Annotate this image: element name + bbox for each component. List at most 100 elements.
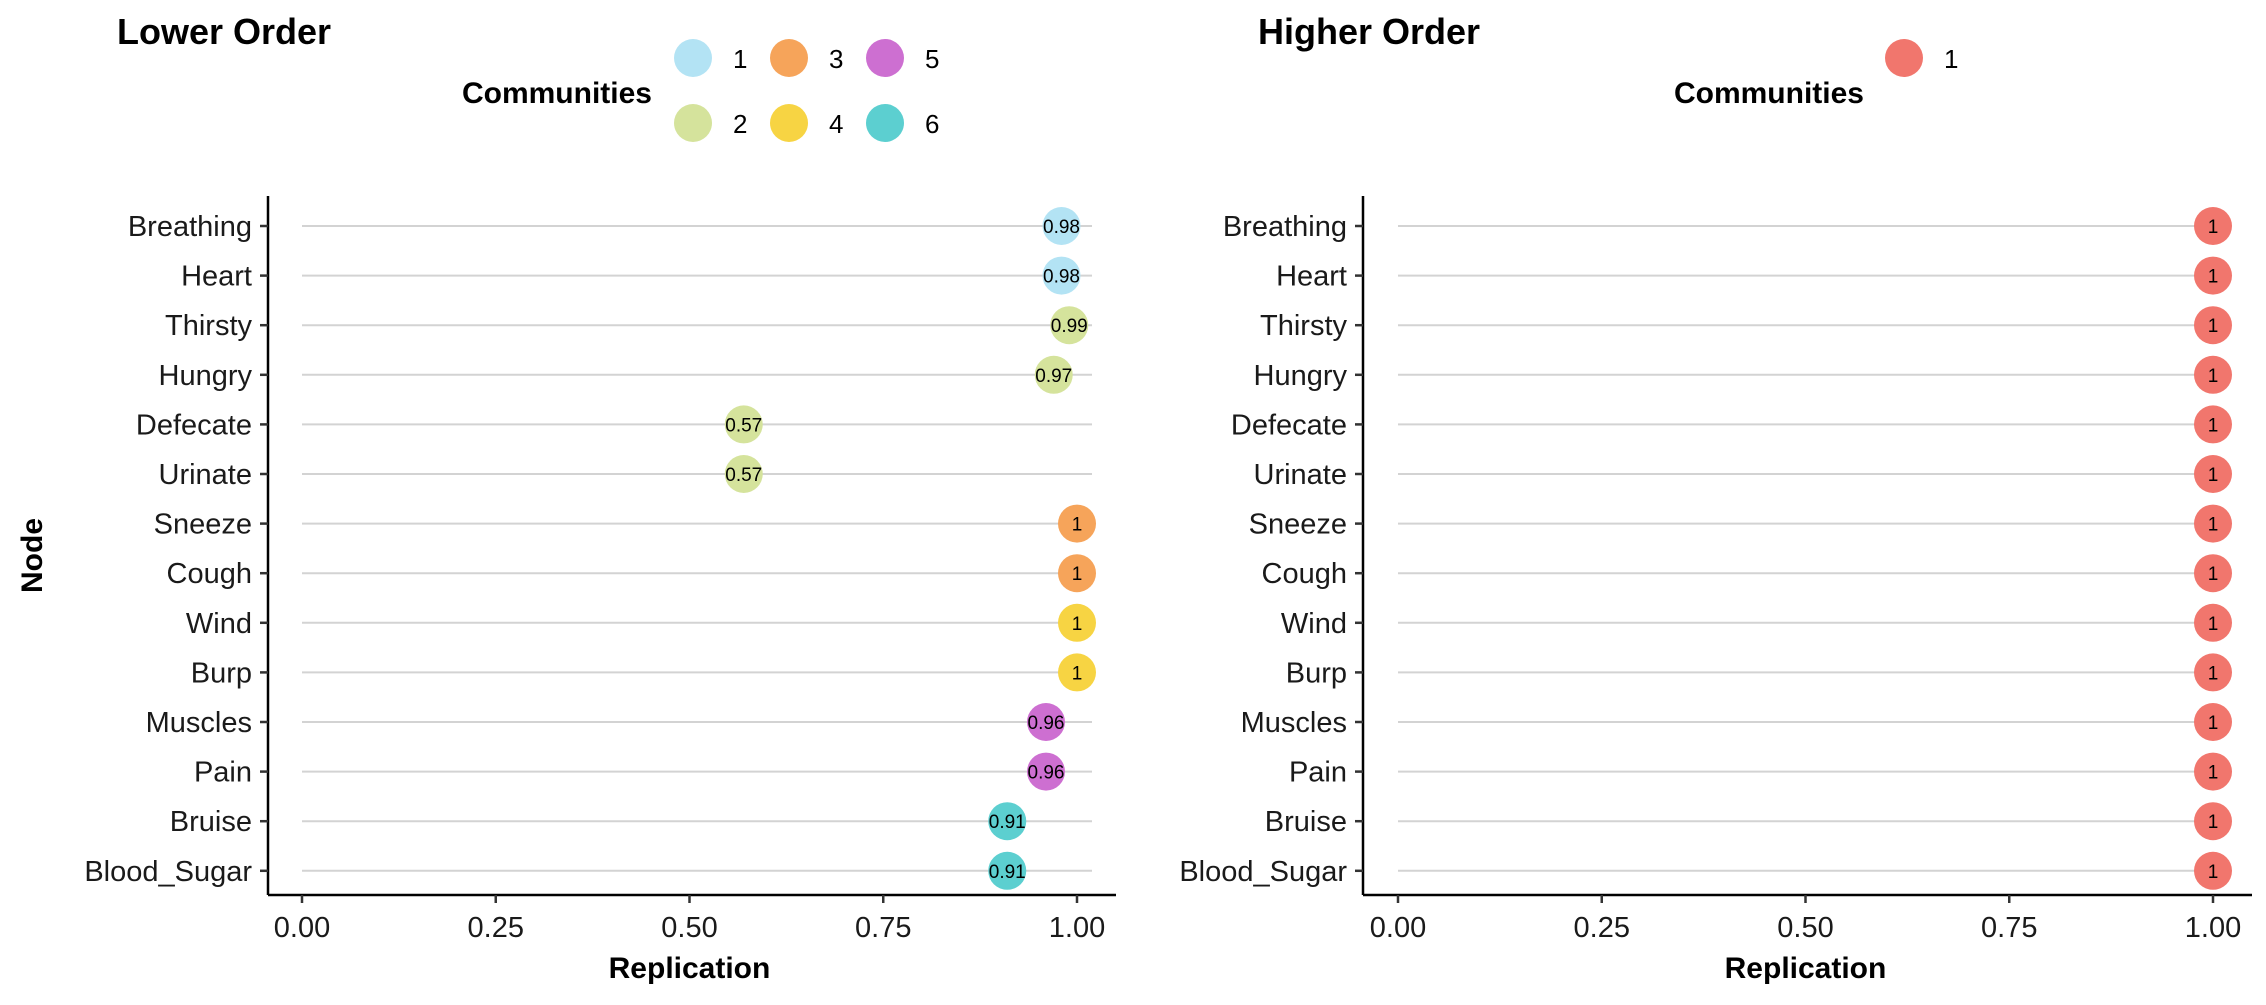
lower-y-tick-label: Burp (191, 657, 252, 689)
lower-point-Thirsty (1050, 306, 1089, 345)
higher-point-Wind (2194, 603, 2232, 642)
lower-point-Defecate (724, 405, 763, 444)
lower-legend-key-2 (674, 104, 712, 142)
higher-y-tick-label: Burp (1286, 657, 1347, 689)
lower-legend-label-2: 2 (733, 109, 747, 139)
lower-point-Urinate (724, 455, 763, 493)
higher-point-Thirsty (2194, 306, 2232, 345)
lower-y-tick-label: Defecate (136, 409, 252, 441)
higher-data-label-Urinate: 1 (2208, 465, 2219, 486)
higher-data-label-Bruise: 1 (2208, 812, 2219, 833)
lower-legend-key-3 (770, 39, 808, 77)
higher-y-tick-label: Urinate (1254, 459, 1348, 491)
lower-data-label-Bruise: 0.91 (989, 812, 1026, 833)
higher-data-label-Burp: 1 (2208, 663, 2219, 684)
lower-point-Bruise (988, 802, 1027, 841)
higher-legend-key-1 (1885, 39, 1923, 77)
lower-chart-title: Lower Order (117, 11, 331, 52)
higher-data-label-Breathing: 1 (2208, 217, 2219, 238)
lower-legend-label-6: 6 (925, 109, 939, 139)
lower-point-Wind (1058, 603, 1096, 642)
higher-y-tick-label: Pain (1289, 757, 1347, 789)
higher-point-Pain (2194, 752, 2232, 791)
higher-x-axis-title: Replication (1725, 952, 1887, 985)
lower-y-tick-label: Blood_Sugar (84, 856, 252, 888)
lower-point-Hungry (1034, 355, 1073, 394)
higher-legend: Communities 1 (1674, 39, 1958, 110)
lower-legend-key-4 (770, 104, 808, 142)
lower-point-Breathing (1042, 207, 1081, 245)
lower-data-label-Cough: 1 (1072, 564, 1083, 585)
higher-y-tick-label: Thirsty (1260, 310, 1348, 342)
lower-y-tick-label: Cough (167, 558, 252, 590)
higher-point-Bruise (2194, 802, 2232, 841)
lower-y-tick-label: Breathing (128, 211, 252, 243)
lower-point-Cough (1058, 554, 1096, 593)
higher-panel: Higher Order Communities 1 Breathing Heart Th… (1179, 11, 2252, 985)
lower-legend-label-4: 4 (829, 109, 843, 139)
higher-point-Breathing (2194, 207, 2232, 245)
higher-data-label-Sneeze: 1 (2208, 515, 2219, 536)
lower-legend-label-3: 3 (829, 44, 843, 74)
lower-data-label-Breathing: 0.98 (1043, 217, 1080, 238)
higher-point-Sneeze (2194, 504, 2232, 543)
higher-x-tick-label: 0.25 (1574, 912, 1630, 944)
lower-data-label-Heart: 0.98 (1043, 267, 1080, 288)
lower-data-label-Wind: 1 (1072, 614, 1083, 635)
lower-legend-key-5 (866, 39, 904, 77)
higher-y-tick-label: Muscles (1241, 707, 1347, 739)
lower-legend-title: Communities (462, 77, 652, 110)
lower-y-tick-label: Sneeze (154, 509, 252, 541)
lower-y-tick-label: Bruise (170, 806, 252, 838)
lower-y-tick-label: Pain (194, 757, 252, 789)
lower-data-label-Urinate: 0.57 (725, 465, 762, 486)
lower-data-label-Defecate: 0.57 (725, 415, 762, 436)
lower-y-tick-label: Wind (186, 608, 252, 640)
higher-point-Burp (2194, 653, 2232, 692)
higher-x-tick-label: 1.00 (2185, 912, 2241, 944)
higher-point-Muscles (2194, 703, 2232, 741)
higher-y-tick-label: Cough (1262, 558, 1347, 590)
higher-y-tick-label: Blood_Sugar (1179, 856, 1347, 888)
higher-y-tick-label: Defecate (1231, 409, 1347, 441)
lower-legend-key-6 (866, 104, 904, 142)
lower-x-tick-label: 1.00 (1049, 912, 1105, 944)
lower-legend-label-5: 5 (925, 44, 939, 74)
higher-y-tick-label: Hungry (1254, 360, 1348, 392)
lower-panel: Lower Order Communities 1 2 3 4 5 6 Breathing Hea… (16, 11, 1116, 985)
higher-y-tick-label: Heart (1276, 261, 1347, 293)
higher-x-tick-label: 0.00 (1370, 912, 1426, 944)
lower-y-axis-title: Node (16, 518, 49, 593)
lower-x-axis-title: Replication (609, 952, 771, 985)
lower-legend: Communities 1 2 3 4 5 6 (462, 39, 939, 142)
higher-data-label-Pain: 1 (2208, 763, 2219, 784)
higher-y-tick-label: Sneeze (1249, 509, 1347, 541)
lower-data-label-Muscles: 0.96 (1028, 713, 1065, 734)
lower-data-label-Pain: 0.96 (1028, 763, 1065, 784)
lower-data-label-Burp: 1 (1072, 663, 1083, 684)
higher-point-Defecate (2194, 405, 2232, 444)
lower-x-tick-label: 0.25 (468, 912, 524, 944)
higher-data-label-Heart: 1 (2208, 267, 2219, 288)
higher-data-label-Thirsty: 1 (2208, 316, 2219, 337)
higher-point-Urinate (2194, 455, 2232, 493)
higher-point-Blood_Sugar (2194, 851, 2232, 890)
higher-data-label-Defecate: 1 (2208, 415, 2219, 436)
lower-data-label-Hungry: 0.97 (1035, 366, 1072, 387)
lower-x-tick-label: 0.75 (855, 912, 911, 944)
higher-chart-title: Higher Order (1258, 11, 1480, 52)
lower-point-Muscles (1027, 703, 1065, 741)
higher-point-Cough (2194, 554, 2232, 593)
higher-data-label-Muscles: 1 (2208, 713, 2219, 734)
higher-data-label-Hungry: 1 (2208, 366, 2219, 387)
higher-data-label-Wind: 1 (2208, 614, 2219, 635)
lower-y-tick-label: Hungry (159, 360, 253, 392)
lower-y-tick-label: Urinate (159, 459, 253, 491)
lower-data-label-Sneeze: 1 (1072, 515, 1083, 536)
lower-y-tick-label: Muscles (146, 707, 252, 739)
higher-x-tick-label: 0.75 (1981, 912, 2037, 944)
lower-point-Sneeze (1058, 504, 1096, 543)
higher-point-Hungry (2194, 355, 2232, 394)
